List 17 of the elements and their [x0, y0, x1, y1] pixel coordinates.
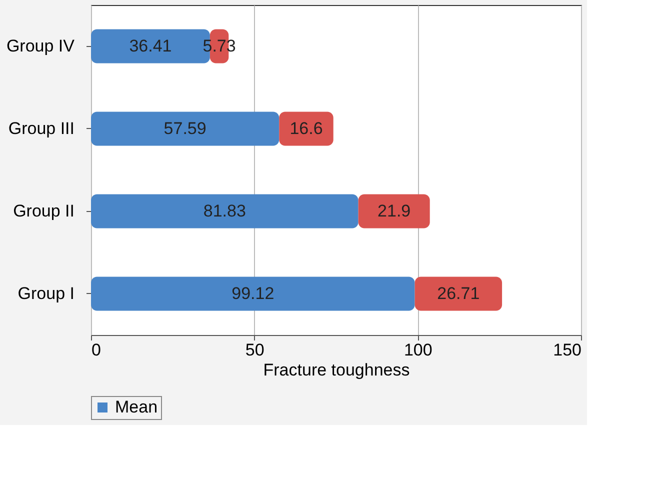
y-tick-label: Group IV: [6, 36, 76, 56]
legend-label: Mean: [115, 398, 158, 416]
data-label: 16.6: [290, 118, 323, 138]
x-tick-label: 100: [404, 340, 432, 360]
data-label: 26.71: [437, 284, 480, 303]
data-label: 36.41: [129, 36, 172, 56]
x-axis-title: Fracture toughness: [263, 360, 410, 380]
y-tick-label: Group II: [13, 201, 74, 220]
data-label: 99.12: [232, 284, 274, 303]
data-label: 57.59: [164, 118, 206, 138]
x-tick-label: 0: [92, 340, 101, 360]
data-label: 81.83: [203, 201, 246, 220]
y-tick-label: Group I: [18, 284, 74, 303]
x-tick-label: 50: [245, 340, 264, 360]
x-tick-label: 150: [553, 340, 582, 360]
data-label: 21.9: [378, 201, 411, 220]
y-tick-label: Group III: [8, 118, 74, 138]
